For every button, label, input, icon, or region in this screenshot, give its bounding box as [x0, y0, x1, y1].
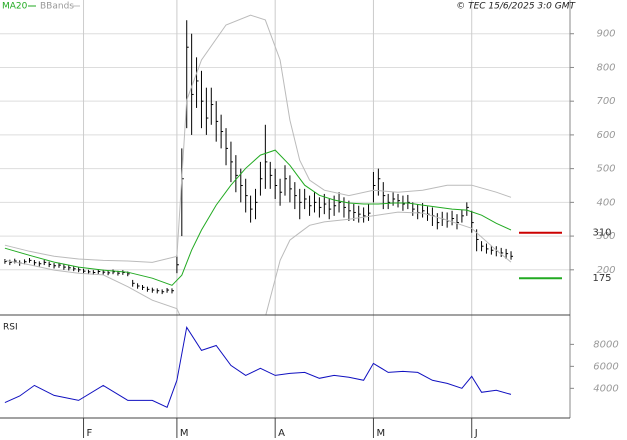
x-tick-label: J [474, 428, 478, 439]
y-tick-label: 6000 [593, 361, 618, 372]
x-tick-label: M [180, 428, 189, 439]
x-tick-label: M [376, 428, 385, 439]
y-tick-label: 800 [596, 62, 615, 73]
y-tick-label: 200 [596, 265, 615, 276]
rsi-line [4, 325, 512, 408]
y-tick-label: 600 [596, 130, 615, 141]
y-tick-label: 700 [596, 96, 615, 107]
indicator-line [4, 211, 512, 315]
panel-title: RSI [3, 323, 18, 333]
legend-label: MA20 [2, 2, 28, 12]
indicator-line [4, 149, 512, 286]
legend-label: BBands [40, 2, 74, 12]
y-tick-label: 900 [596, 29, 615, 40]
x-tick-label: A [278, 428, 285, 439]
y-tick-label: 8000 [593, 339, 618, 350]
y-tick-label: 500 [596, 164, 615, 175]
indicator-line [4, 14, 512, 263]
level-label: 175 [592, 273, 611, 284]
y-tick-label: 300 [596, 231, 615, 242]
copyright: © TEC 15/6/2025 3:0 GMT [456, 2, 576, 12]
y-tick-label: 4000 [593, 383, 618, 394]
x-tick-label: F [87, 428, 93, 439]
level-label: 310 [592, 228, 611, 239]
y-tick-label: 400 [596, 197, 615, 208]
